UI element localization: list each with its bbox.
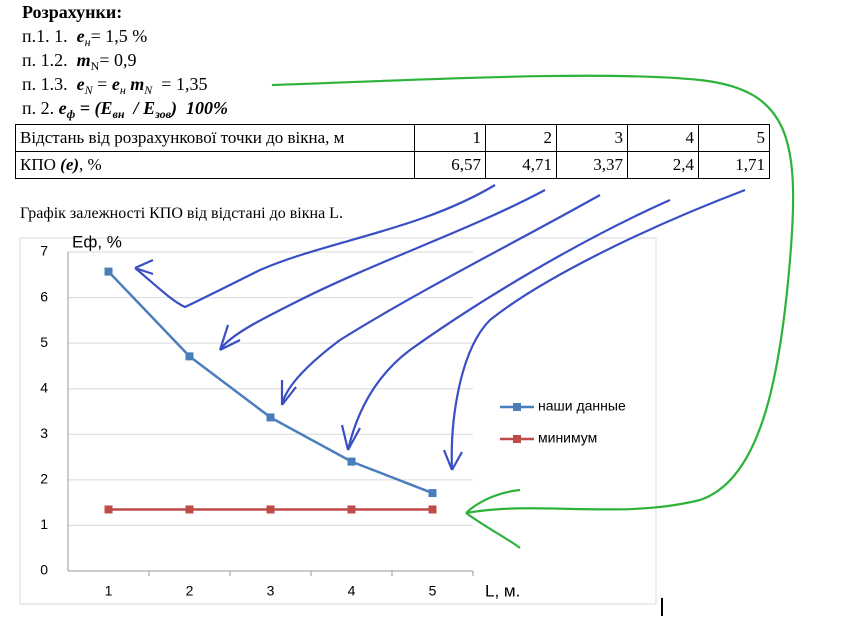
marker <box>185 352 194 361</box>
legend-label: минимум <box>538 430 597 446</box>
cell: КПО (е), % <box>15 151 415 179</box>
caption: Графік залежності КПО від відстані до ві… <box>20 205 343 222</box>
annotation-arrows <box>134 184 746 471</box>
marker <box>266 413 275 422</box>
text: m <box>76 50 91 70</box>
calc-line: п. 1.3. eN = eн mN = 1,35 <box>22 74 207 98</box>
marker <box>347 457 356 466</box>
text: e <box>76 74 85 94</box>
chart-frame <box>19 237 657 605</box>
x-tick-label: 1 <box>105 583 113 599</box>
calc-title: Розрахунки: <box>22 2 123 22</box>
y-tick-label: 4 <box>40 379 48 395</box>
text: п. 1.2. <box>22 50 77 70</box>
text: п. 1.3. <box>22 74 77 94</box>
y-tick-label: 1 <box>40 516 48 532</box>
annotation-arrow <box>271 74 795 549</box>
text: / <box>124 98 144 118</box>
text: е <box>58 98 67 118</box>
text: = ( <box>75 98 101 118</box>
y-tick-label: 5 <box>40 334 48 350</box>
calc-line: п. 2. еф = (Евн / Езов) 100% <box>22 98 228 122</box>
marker <box>104 505 113 514</box>
legend-label: наши данные <box>538 398 626 414</box>
text: ) 100% <box>170 98 228 118</box>
cell: 1,71 <box>698 151 770 179</box>
plot: 0 1 2 3 4 5 6 7 1 2 3 4 5 Еф, % L, м. наши данные миниму… <box>40 232 626 600</box>
text: вн <box>112 107 125 121</box>
marker <box>185 505 194 514</box>
marker <box>428 505 437 514</box>
cell: 4,71 <box>485 151 557 179</box>
legend-marker <box>513 403 521 411</box>
text: п.1. 1. <box>22 26 77 46</box>
text: е <box>76 26 85 46</box>
table-row: КПО (е), % 6,57 4,71 3,37 2,4 1,71 <box>15 151 770 179</box>
text: = <box>92 74 112 94</box>
text: н <box>84 35 91 49</box>
y-tick-label: 2 <box>40 471 48 487</box>
y-tick-label: 0 <box>40 562 48 578</box>
cell: 2,4 <box>627 151 699 179</box>
cell: Відстань від розрахункової точки до вікн… <box>15 124 415 152</box>
x-tick-label: 5 <box>429 583 437 599</box>
calc-line: п.1. 1. ен= 1,5 % <box>22 26 147 50</box>
series-line <box>107 270 433 495</box>
calc-line: п. 1.2. mN= 0,9 <box>22 50 136 74</box>
text: КПО <box>20 155 61 174</box>
x-tick-label: 3 <box>267 583 275 599</box>
text: зов <box>155 107 171 121</box>
text: = 1,5 % <box>90 26 148 46</box>
cell: 3 <box>556 124 628 152</box>
table: Відстань від розрахункової точки до вікн… <box>15 124 770 179</box>
text: = 0,9 <box>99 50 137 70</box>
y-tick-label: 7 <box>40 243 48 259</box>
x-tick-label: 2 <box>186 583 194 599</box>
text: (е) <box>60 155 80 174</box>
text: N <box>84 83 93 97</box>
text: , % <box>79 155 102 174</box>
legend-marker <box>513 435 521 443</box>
marker <box>428 489 437 498</box>
text: = 1,35 <box>152 74 208 94</box>
text: Е <box>143 98 156 118</box>
y-tick-label: 3 <box>40 425 48 441</box>
cell: 3,37 <box>556 151 628 179</box>
text: N <box>144 83 153 97</box>
text: m <box>130 74 145 94</box>
marker <box>347 505 356 514</box>
marker <box>266 505 275 514</box>
text: п. 2. <box>22 98 59 118</box>
text: N <box>90 59 100 73</box>
y-axis-title: Еф, % <box>72 232 122 251</box>
x-tick-label: 4 <box>348 583 356 599</box>
cell: 6,57 <box>414 151 486 179</box>
text: Е <box>100 98 113 118</box>
marker <box>104 267 113 276</box>
text: н <box>119 83 126 97</box>
x-axis-title: L, м. <box>485 581 520 600</box>
text: ф <box>66 107 76 121</box>
y-tick-label: 6 <box>40 288 48 304</box>
text: e <box>111 74 120 94</box>
